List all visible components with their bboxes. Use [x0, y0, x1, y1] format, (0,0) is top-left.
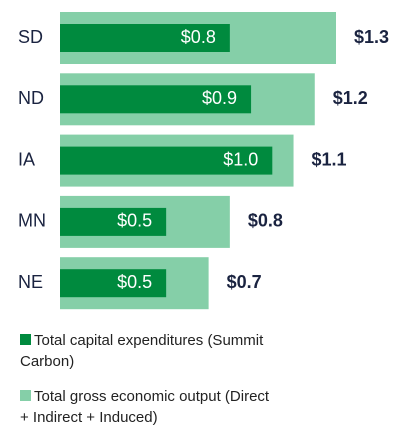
capex-label: $0.9: [202, 88, 237, 108]
bar-capex: [60, 85, 252, 114]
legend-label: Total gross economic output (Direct + In…: [20, 388, 270, 426]
legend-swatch: [20, 334, 31, 345]
category-label: IA: [18, 149, 35, 169]
capex-label: $0.5: [117, 211, 152, 231]
legend-swatch: [20, 390, 31, 401]
category-label: MN: [18, 211, 46, 231]
legend-entry: Total capital expenditures (Summit Carbo…: [20, 330, 270, 372]
total-label: $1.1: [312, 149, 347, 169]
category-label: ND: [18, 88, 44, 108]
capex-label: $0.8: [181, 27, 216, 47]
legend-entry: Total gross economic output (Direct + In…: [20, 386, 280, 428]
bar-capex: [60, 146, 273, 175]
total-label: $0.8: [248, 211, 283, 231]
bar-capex: [60, 24, 230, 52]
legend: Total capital expenditures (Summit Carbo…: [20, 330, 320, 442]
plot: SD $1.3 $0.8 ND $1.2 $0.9 IA $1.1 $1.0 MN $0.8 $0.5…: [18, 12, 389, 310]
capex-label: $1.0: [223, 149, 258, 169]
category-label: NE: [18, 272, 43, 292]
total-label: $1.3: [354, 27, 389, 47]
legend-label: Total capital expenditures (Summit Carbo…: [20, 332, 264, 370]
total-label: $0.7: [227, 272, 262, 292]
bar-capex: [60, 269, 167, 298]
bar-capex: [60, 207, 167, 236]
category-label: SD: [18, 27, 43, 47]
capex-label: $0.5: [117, 272, 152, 292]
total-label: $1.2: [333, 88, 368, 108]
